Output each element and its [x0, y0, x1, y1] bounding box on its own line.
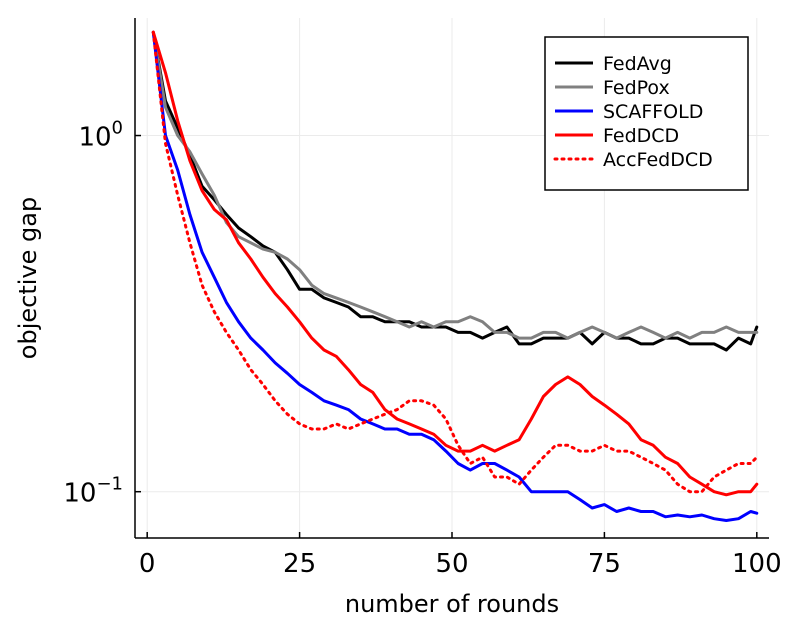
y-tick-label: 100 — [78, 118, 123, 153]
x-tick-label: 100 — [732, 549, 782, 579]
series-line-scaffold — [151, 30, 759, 522]
x-tick-label: 75 — [588, 549, 621, 579]
series-line-fedavg — [151, 30, 759, 352]
x-axis-title: number of rounds — [345, 590, 559, 618]
series-line-accfeddcd — [151, 30, 759, 494]
y-tick-base: 10 — [63, 479, 96, 509]
legend-label: SCAFFOLD — [603, 101, 703, 123]
series-line-feddcd — [151, 30, 759, 497]
series-lines — [151, 30, 759, 522]
series-line-fedpox — [151, 30, 759, 340]
y-tick-base: 10 — [78, 123, 111, 153]
legend-label: FedDCD — [603, 125, 679, 147]
y-tick-exponent: 0 — [112, 118, 123, 139]
legend-label: FedAvg — [603, 53, 672, 75]
x-tick-label: 25 — [283, 549, 316, 579]
x-tick-label: 0 — [139, 549, 156, 579]
legend-label: AccFedDCD — [603, 149, 713, 171]
y-tick-exponent: −1 — [96, 474, 123, 495]
x-tick-label: 50 — [435, 549, 468, 579]
y-axis-title: objective gap — [14, 197, 42, 359]
legend-label: FedPox — [603, 77, 670, 99]
y-tick-label: 10−1 — [63, 474, 123, 509]
x-ticks: 0 25 50 75 100 — [139, 532, 782, 579]
